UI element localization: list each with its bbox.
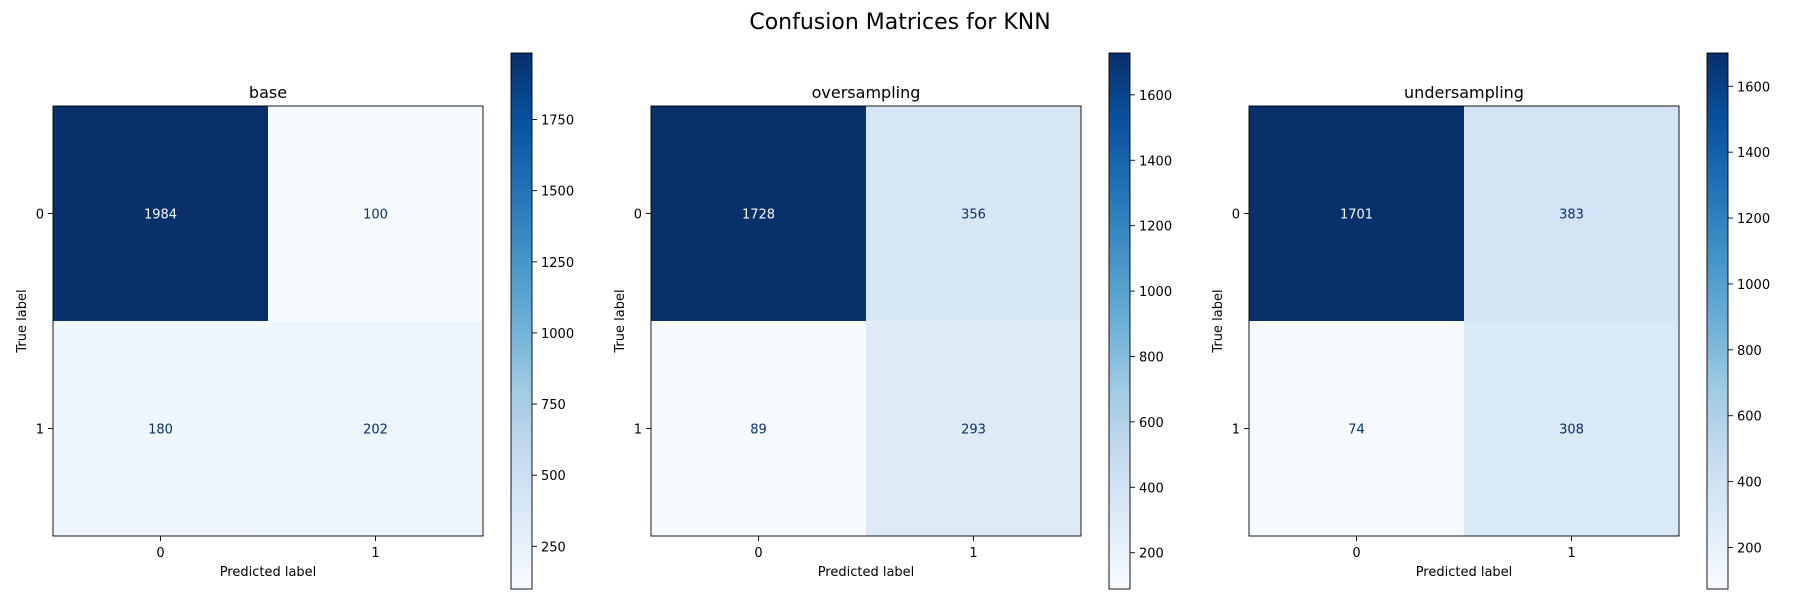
y-tick-label: 0	[1232, 208, 1240, 223]
x-tick-label: 1	[969, 546, 977, 561]
x-axis-label: Predicted label	[818, 565, 915, 580]
cell-value-label: 293	[961, 423, 986, 438]
y-axis-label: True label	[613, 289, 628, 353]
cell-value-label: 356	[961, 208, 986, 223]
colorbar	[1108, 52, 1131, 590]
cell-value-label: 100	[363, 208, 388, 223]
colorbar-tick-label: 1250	[541, 256, 574, 271]
colorbar-tick-label: 400	[1139, 481, 1164, 496]
axes-frame	[52, 105, 484, 537]
matrix-cell-1-1	[268, 321, 483, 536]
cell-value-label: 180	[148, 423, 173, 438]
axes-frame	[1248, 105, 1680, 537]
x-axis-label: Predicted label	[1416, 565, 1513, 580]
colorbar-tick-label: 1600	[1139, 89, 1172, 104]
cell-value-label: 89	[750, 423, 767, 438]
y-axis-label: True label	[1211, 289, 1226, 353]
matrix-cell-0-0	[1249, 106, 1464, 321]
colorbar-tick-label: 1000	[1139, 285, 1172, 300]
y-tick-label: 1	[1232, 423, 1240, 438]
matrix-cell-0-0	[651, 106, 866, 321]
panel-title: undersampling	[1404, 83, 1524, 102]
x-tick-label: 1	[1567, 546, 1575, 561]
colorbar-tick-label: 400	[1737, 476, 1762, 491]
y-tick-label: 1	[634, 423, 642, 438]
y-tick-label: 0	[36, 208, 44, 223]
colorbar-tick-label: 1200	[1139, 220, 1172, 235]
matrix-cell-1-1	[866, 321, 1081, 536]
matrix-cell-0-1	[866, 106, 1081, 321]
colorbar-tick-label: 800	[1737, 344, 1762, 359]
colorbar-tick-label: 1000	[541, 327, 574, 342]
x-tick-label: 0	[754, 546, 762, 561]
cell-value-label: 383	[1559, 208, 1584, 223]
x-tick-label: 0	[156, 546, 164, 561]
y-tick-label: 0	[634, 208, 642, 223]
colorbar-tick-label: 1750	[541, 114, 574, 129]
panel-oversampling: 1728 356 89 293 0 1 0 1 oversampling Predicted la…	[613, 52, 1172, 590]
colorbar-tick-label: 500	[541, 469, 566, 484]
x-tick-label: 0	[1352, 546, 1360, 561]
matrix-cell-1-0	[53, 321, 268, 536]
matrix-cell-1-0	[651, 321, 866, 536]
figure-title: Confusion Matrices for KNN	[749, 10, 1050, 35]
colorbar-tick-label: 200	[1737, 541, 1762, 556]
colorbar-tick-label: 1400	[1737, 146, 1770, 161]
matrix-cell-0-1	[1464, 106, 1679, 321]
colorbar-tick-label: 250	[541, 540, 566, 555]
cell-value-label: 1984	[144, 208, 177, 223]
colorbar-tick-label: 800	[1139, 350, 1164, 365]
x-tick-label: 1	[371, 546, 379, 561]
panel-title: base	[249, 83, 287, 102]
matrix-cell-0-0	[53, 106, 268, 321]
colorbar-tick-label: 1600	[1737, 80, 1770, 95]
cell-value-label: 202	[363, 423, 388, 438]
colorbar-tick-label: 600	[1139, 416, 1164, 431]
colorbar-tick-label: 750	[541, 398, 566, 413]
colorbar-tick-label: 1400	[1139, 154, 1172, 169]
cell-value-label: 1701	[1340, 208, 1373, 223]
panel-title: oversampling	[812, 83, 921, 102]
colorbar-tick-label: 1200	[1737, 212, 1770, 227]
colorbar-tick-label: 200	[1139, 547, 1164, 562]
matrix-cell-0-1	[268, 106, 483, 321]
y-tick-label: 1	[36, 423, 44, 438]
y-axis-label: True label	[15, 289, 30, 353]
matrix-cell-1-0	[1249, 321, 1464, 536]
panel-undersampling: 1701 383 74 308 0 1 0 1 undersampling Predicted l…	[1211, 52, 1770, 590]
panel-base: 1984 100 180 202 0 1 0 1 base Predicted label True…	[15, 52, 574, 590]
colorbar-tick-label: 1500	[541, 185, 574, 200]
cell-value-label: 74	[1348, 423, 1365, 438]
x-axis-label: Predicted label	[220, 565, 317, 580]
axes-frame	[650, 105, 1082, 537]
cell-value-label: 1728	[742, 208, 775, 223]
colorbar	[1706, 52, 1729, 590]
colorbar	[510, 52, 533, 590]
colorbar-tick-label: 1000	[1737, 278, 1770, 293]
matrix-cell-1-1	[1464, 321, 1679, 536]
colorbar-tick-label: 600	[1737, 410, 1762, 425]
cell-value-label: 308	[1559, 423, 1584, 438]
